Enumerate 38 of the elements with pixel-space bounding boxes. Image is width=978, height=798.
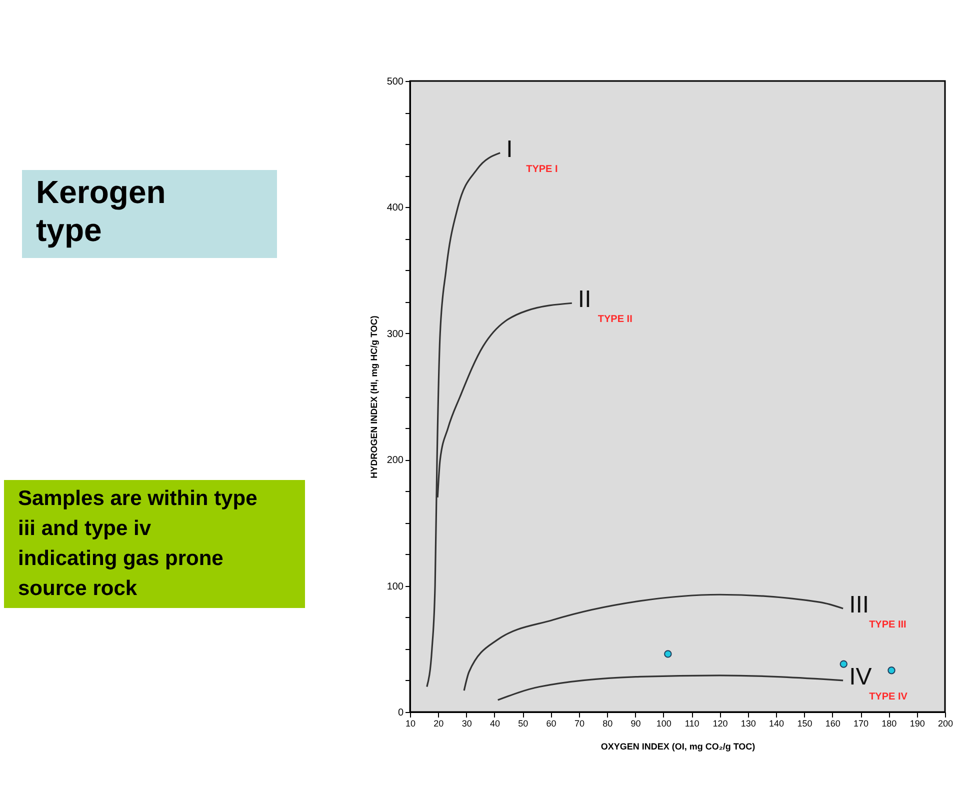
text: TYPE IV [869, 691, 908, 702]
y-tick-label: 300 [386, 328, 404, 340]
x-tick-label: 120 [712, 718, 728, 728]
x-axis-title: OXYGEN INDEX (OI, mg CO₂/g TOC) [600, 742, 756, 752]
y-tick-label: 0 [398, 708, 404, 718]
text: Kerogen type [36, 174, 166, 248]
text: Samples are within type iii and type iv indicating gas prone source rock [18, 487, 258, 600]
x-tick-label: 140 [769, 718, 784, 728]
x-tick-label: 160 [825, 718, 840, 728]
x-tick-label: 60 [546, 718, 556, 728]
x-tick-label: 130 [740, 718, 756, 728]
x-tick-label: 200 [938, 718, 954, 728]
text: TYPE I [526, 164, 558, 175]
x-tick-label: 110 [684, 718, 700, 728]
x-tick-label: 100 [656, 718, 672, 728]
text: TYPE III [869, 620, 907, 631]
x-tick-label: 20 [434, 718, 444, 728]
x-tick-label: 40 [490, 718, 500, 728]
annotation: III [849, 592, 870, 619]
x-tick-label: 10 [405, 718, 416, 728]
x-tick-label: 50 [518, 718, 528, 728]
x-tick-label: 90 [630, 718, 641, 728]
x-tick-label: 190 [910, 718, 925, 728]
y-axis-title: HYDROGEN INDEX (HI, mg HC/g TOC) [368, 316, 379, 478]
annotation: I [506, 136, 513, 163]
y-tick-label: 400 [386, 202, 404, 214]
annotation: IV [849, 663, 872, 690]
x-tick-label: 170 [854, 718, 869, 728]
x-tick-label: 30 [462, 718, 472, 728]
y-tick-label: 100 [386, 581, 404, 592]
annotation: II [578, 286, 592, 314]
text: TYPE II [598, 314, 633, 326]
x-tick-label: 80 [602, 718, 613, 728]
x-tick-label: 180 [882, 718, 897, 728]
x-tick-label: 150 [797, 718, 812, 728]
y-tick-label: 500 [386, 76, 404, 88]
y-tick-label: 200 [386, 455, 404, 466]
x-tick-label: 70 [574, 718, 584, 728]
